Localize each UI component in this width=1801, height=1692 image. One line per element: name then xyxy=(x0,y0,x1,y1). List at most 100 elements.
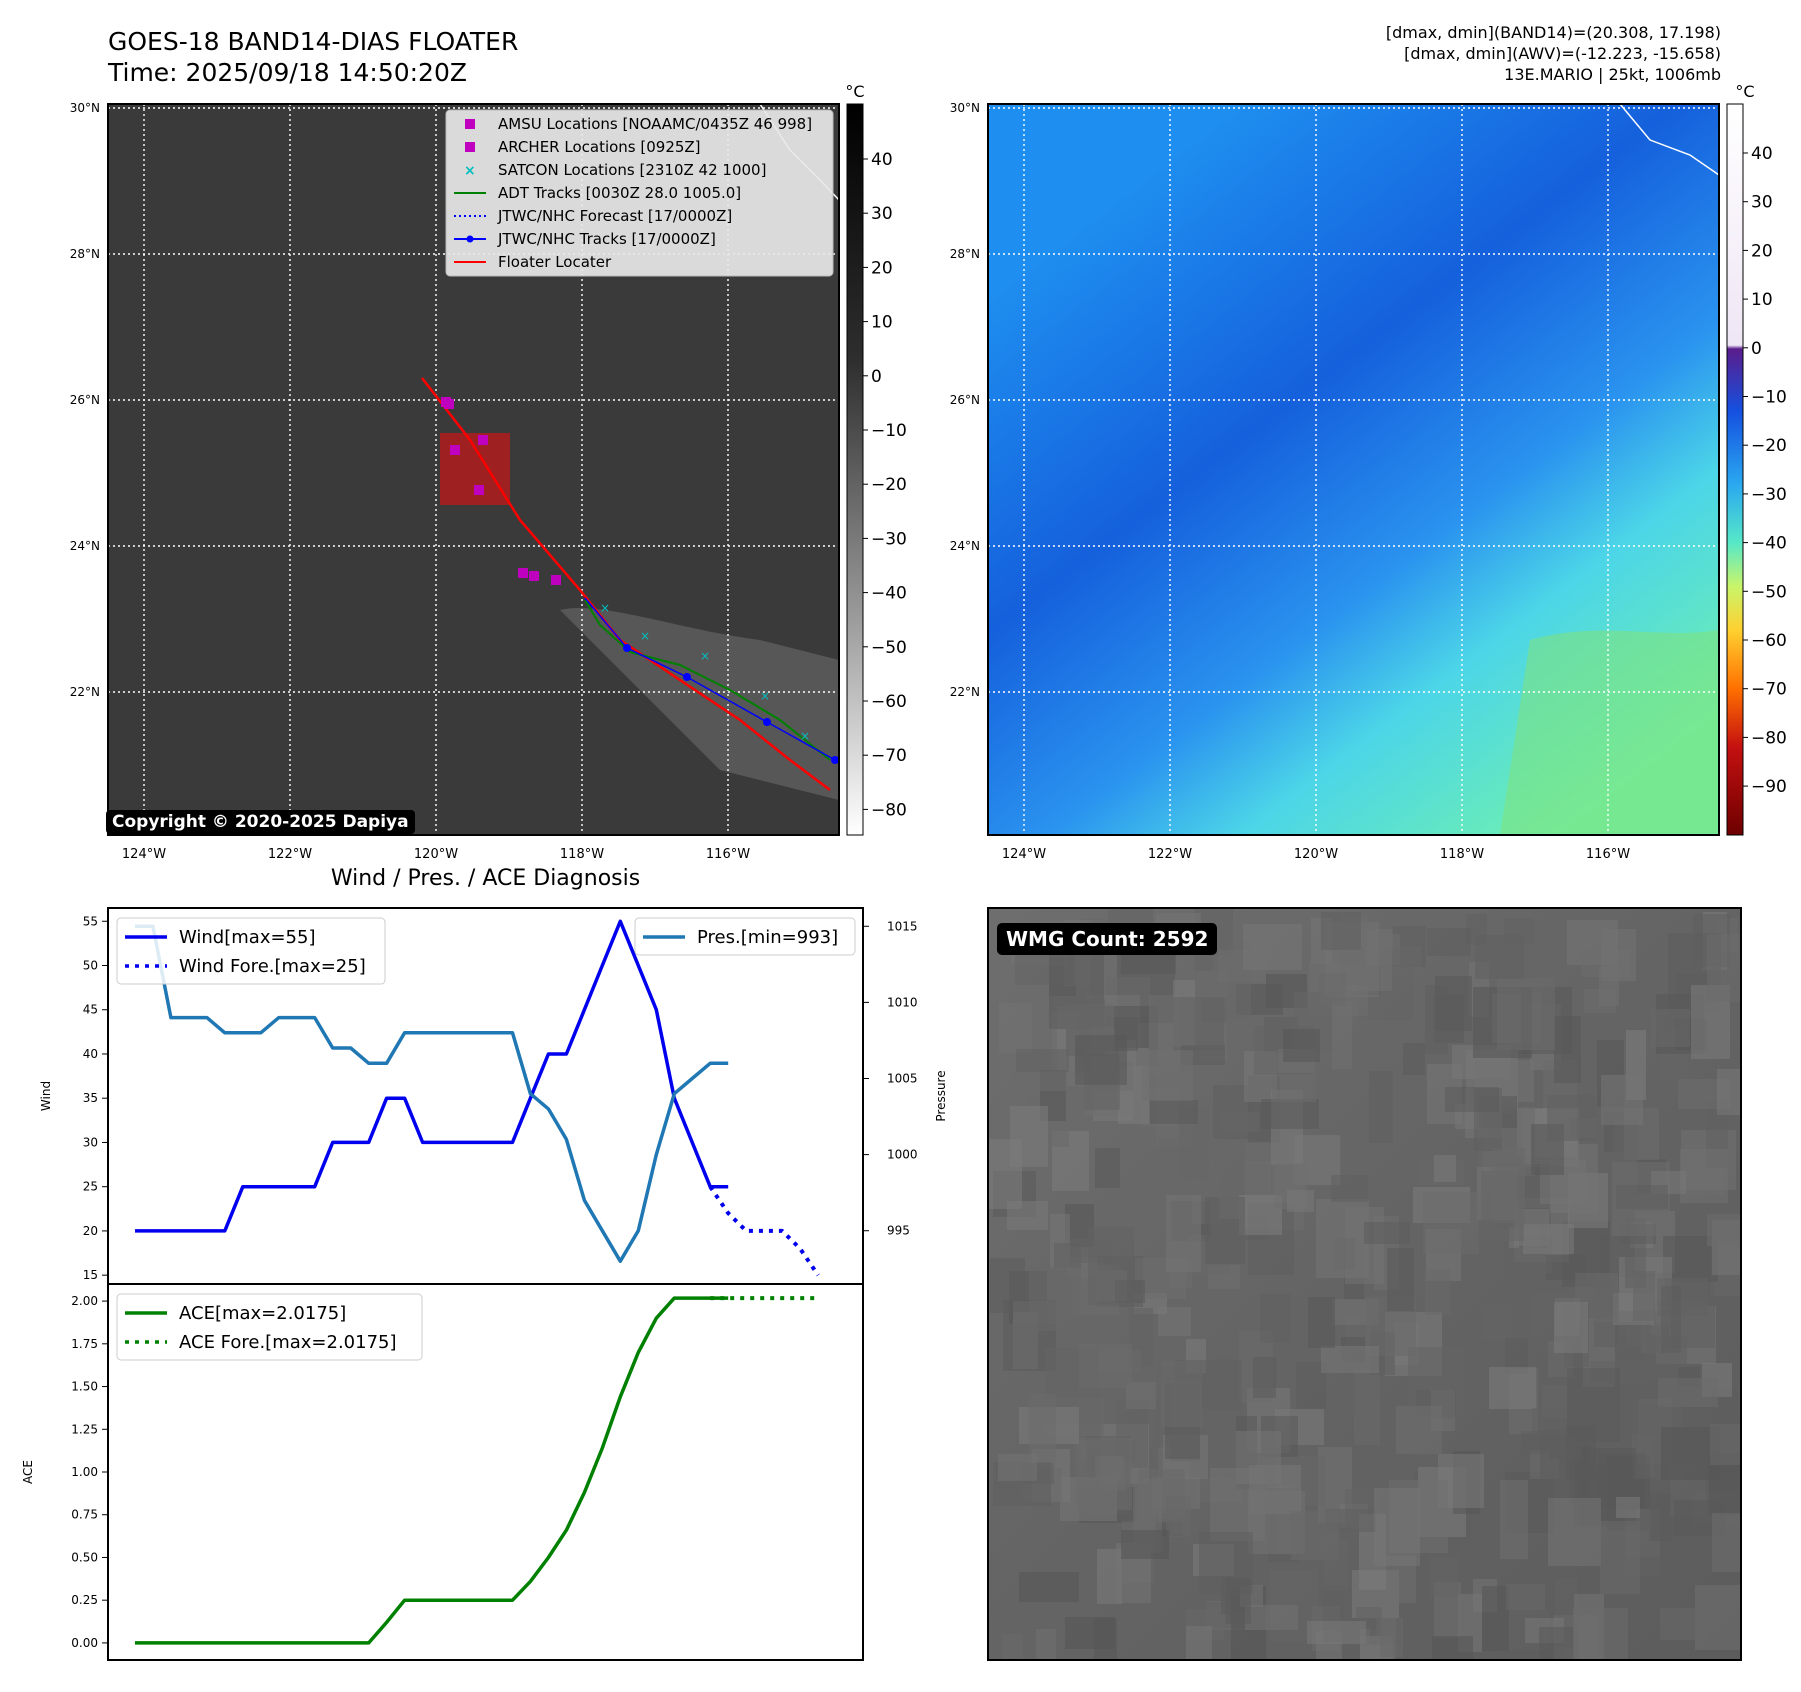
ir-cbar-tick-label: −70 xyxy=(871,746,907,766)
wv-colorbar-ticks: 40 30 20 10 0 −10 −20 −30 −40 −50 −60 −70 −80 −90 xyxy=(1743,144,1787,797)
satcon-marker: × xyxy=(600,601,610,615)
ace-legend-box xyxy=(116,1293,423,1361)
jtwc-fix xyxy=(683,673,691,681)
wind-series-observed xyxy=(135,924,729,1263)
ir-lon-label: 116°W xyxy=(706,847,750,862)
amsu-marker xyxy=(450,445,460,455)
wv-cbar-tick-label: −80 xyxy=(1751,728,1787,748)
wmg-cell xyxy=(1245,1605,1298,1630)
wv-cbar-tick-label: 40 xyxy=(1751,144,1773,164)
wind-y2tick-label: 1010 xyxy=(887,995,918,1009)
wmg-cell xyxy=(1200,1360,1242,1409)
ir-colorbar-fill xyxy=(846,103,864,836)
amsu-marker xyxy=(478,435,488,445)
wmg-cell xyxy=(1651,1009,1690,1047)
title-time: Time: 2025/09/18 14:50:20Z xyxy=(108,58,467,87)
wind-y2tick-label: 1005 xyxy=(887,1071,918,1085)
ir-cbar-tick-label: −40 xyxy=(871,584,907,604)
legend-label: JTWC/NHC Forecast [17/0000Z] xyxy=(497,207,732,225)
wv-colorbar-fill xyxy=(1726,103,1744,836)
ir-lat-label: 26°N xyxy=(70,393,100,407)
wmg-cell xyxy=(1205,1197,1245,1264)
wv-cbar-tick-label: −20 xyxy=(1751,436,1787,456)
legend-marker xyxy=(465,119,475,129)
wmg-cell xyxy=(1616,1185,1668,1209)
wmg-cell xyxy=(1427,928,1471,956)
wmg-cell xyxy=(1435,976,1472,1031)
ace-ytick-label: 0.00 xyxy=(71,1636,98,1650)
wind-pressure-chart: 15 20 25 30 35 40 45 50 55 995 1000 1005 1010 1015 Wi… xyxy=(39,907,948,1285)
amsu-marker xyxy=(518,568,528,578)
wv-map-panel: 30°N 28°N 26°N 24°N 22°N 124°W 122°W 120°W 118°W… xyxy=(950,101,1720,862)
pressure-y-label: Pressure xyxy=(934,1070,948,1121)
legend-label: ARCHER Locations [0925Z] xyxy=(498,138,701,156)
amsu-marker xyxy=(551,575,561,585)
wmg-cell xyxy=(1095,1456,1123,1480)
ir-cbar-tick-label: 40 xyxy=(871,150,893,170)
wmg-cell xyxy=(1054,1243,1081,1268)
wmg-cell xyxy=(1019,1572,1079,1602)
wind-legend-box xyxy=(116,917,386,985)
ir-lon-label: 124°W xyxy=(122,847,166,862)
wmg-cell xyxy=(1492,1148,1525,1223)
wmg-cell xyxy=(1650,1493,1673,1541)
ace-ytick-label: 0.25 xyxy=(71,1593,98,1607)
wmg-cell xyxy=(1331,1175,1368,1202)
wv-colorbar: °C 40 30 20 10 0 −10 −20 −30 −40 −50 −60 −70 −80 −90 xyxy=(1726,82,1787,836)
wmg-cell xyxy=(1166,1496,1191,1537)
wmg-cell xyxy=(1573,1608,1628,1660)
wind-ytick-label: 40 xyxy=(83,1047,98,1061)
wmg-cell xyxy=(998,1454,1037,1481)
wmg-cell xyxy=(1260,1294,1291,1343)
wmg-cell xyxy=(1291,1511,1339,1560)
wv-dry-region xyxy=(1500,630,1719,835)
wmg-cell xyxy=(1403,1043,1425,1075)
wv-lon-label: 116°W xyxy=(1586,847,1630,862)
wmg-cell xyxy=(1396,1406,1442,1454)
wmg-cell xyxy=(1029,1267,1081,1331)
wind-y2tick-label: 995 xyxy=(887,1224,910,1238)
wmg-cell xyxy=(1308,1297,1335,1348)
info-band14-range: [dmax, dmin](BAND14)=(20.308, 17.198) xyxy=(1385,23,1721,42)
wmg-cell xyxy=(1660,1608,1708,1640)
ir-cbar-tick-label: −30 xyxy=(871,529,907,549)
wmg-cell xyxy=(1430,1557,1458,1597)
wv-cbar-tick-label: 10 xyxy=(1751,290,1773,310)
ace-axes: 0.00 0.25 0.50 0.75 1.00 1.25 1.50 1.75 2.00 xyxy=(71,1294,108,1650)
wind-y2tick-label: 1000 xyxy=(887,1148,918,1162)
wv-colorbar-unit: °C xyxy=(1735,82,1754,101)
ir-frame xyxy=(107,103,840,836)
ace-legend-label: ACE Fore.[max=2.0175] xyxy=(179,1332,397,1353)
wv-lat-label: 30°N xyxy=(950,101,980,115)
wmg-cell xyxy=(1658,1378,1718,1407)
wv-lat-label: 22°N xyxy=(950,685,980,699)
ir-colorbar-ticks: 40 30 20 10 0 −10 −20 −30 −40 −50 −60 −70 −80 xyxy=(863,150,907,820)
wmg-cell xyxy=(1489,1367,1536,1409)
wv-gridlines xyxy=(988,104,1719,835)
wmg-cell xyxy=(1272,1074,1316,1102)
ir-axis-labels: 30°N 28°N 26°N 24°N 22°N 124°W 122°W 120°W 118°W… xyxy=(70,101,750,862)
ace-ytick-label: 0.75 xyxy=(71,1508,98,1522)
wmg-count-badge: WMG Count: 2592 xyxy=(997,923,1218,955)
wmg-cell xyxy=(1121,1530,1169,1559)
wmg-cell xyxy=(1633,1271,1655,1321)
ir-lon-label: 122°W xyxy=(268,847,312,862)
wmg-cell xyxy=(1226,1578,1251,1624)
ace-ytick-label: 0.50 xyxy=(71,1550,98,1564)
wv-lat-label: 26°N xyxy=(950,393,980,407)
wind-legend-label: Pres.[min=993] xyxy=(697,927,838,948)
wind-pressure-series xyxy=(135,919,820,1277)
wind-y2tick-label: 1015 xyxy=(887,919,918,933)
wv-cbar-tick-label: −60 xyxy=(1751,631,1787,651)
wind-ytick-label: 45 xyxy=(83,1003,98,1017)
ir-cbar-tick-label: −20 xyxy=(871,475,907,495)
legend-marker xyxy=(465,142,475,152)
legend-label: ADT Tracks [0030Z 28.0 1005.0] xyxy=(498,184,741,202)
wmg-cell xyxy=(1567,1368,1620,1442)
title-product: GOES-18 BAND14-DIAS FLOATER xyxy=(108,27,519,56)
wmg-cell xyxy=(1159,1138,1184,1161)
wmg-cell xyxy=(1434,1155,1456,1182)
wmg-cell xyxy=(1707,1214,1741,1246)
ace-ytick-label: 2.00 xyxy=(71,1294,98,1308)
